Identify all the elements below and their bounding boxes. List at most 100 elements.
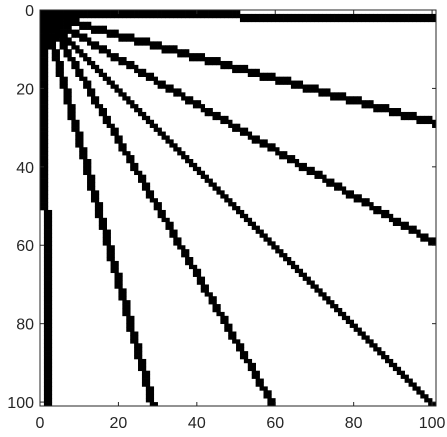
heatmap-cell: [40, 135, 45, 140]
heatmap-cell: [102, 233, 107, 238]
heatmap-cell: [173, 92, 178, 97]
heatmap-cell: [381, 17, 386, 23]
heatmap-cell: [224, 315, 229, 321]
heatmap-cell: [310, 170, 315, 176]
heatmap-cell: [110, 57, 115, 62]
heatmap-cell: [134, 355, 139, 360]
heatmap-cell: [51, 37, 57, 42]
heatmap-cell: [79, 37, 84, 42]
heatmap-cell: [232, 123, 237, 128]
heatmap-cell: [59, 25, 64, 30]
heatmap-cell: [388, 13, 394, 19]
heatmap-cell: [55, 33, 60, 38]
heatmap-cell: [239, 17, 245, 23]
heatmap-cell: [145, 378, 151, 383]
heatmap-cell: [157, 10, 162, 15]
heatmap-cell: [381, 351, 386, 356]
heatmap-cell: [157, 80, 162, 85]
heatmap-cell: [47, 378, 53, 383]
heatmap-cell: [302, 84, 307, 89]
heatmap-cell: [326, 88, 331, 93]
heatmap-cell: [287, 76, 292, 81]
heatmap-cell: [149, 119, 155, 125]
heatmap-cell: [40, 186, 45, 191]
heatmap-cell: [161, 45, 166, 50]
heatmap-cell: [43, 209, 49, 215]
heatmap-cell: [349, 190, 355, 195]
heatmap-cell: [43, 108, 49, 113]
heatmap-cell: [51, 10, 57, 15]
heatmap-cell: [47, 264, 53, 270]
heatmap-cell: [43, 151, 49, 156]
heatmap-cell: [43, 135, 49, 140]
heatmap-cell: [216, 60, 221, 66]
heatmap-cell: [361, 100, 366, 105]
heatmap-cell: [188, 57, 194, 62]
heatmap-cell: [208, 60, 213, 66]
heatmap-cell: [47, 257, 53, 262]
heatmap-cell: [102, 221, 107, 226]
heatmap-cell: [43, 147, 49, 152]
heatmap-cell: [188, 96, 194, 101]
heatmap-cell: [259, 378, 264, 383]
heatmap-cell: [259, 229, 264, 234]
heatmap-cell: [322, 88, 327, 93]
heatmap-cell: [102, 237, 107, 242]
heatmap-cell: [310, 84, 315, 89]
heatmap-cell: [228, 123, 233, 128]
heatmap-cell: [43, 260, 49, 266]
heatmap-cell: [71, 29, 76, 34]
heatmap-ray-6: [40, 10, 53, 407]
heatmap-cell: [138, 111, 143, 117]
heatmap-cell: [216, 304, 221, 309]
heatmap-cell: [145, 370, 151, 375]
heatmap-cell: [63, 80, 68, 85]
heatmap-cell: [314, 84, 319, 89]
heatmap-cell: [110, 268, 115, 274]
heatmap-cell: [204, 174, 209, 179]
heatmap-cell: [192, 162, 198, 168]
heatmap-cell: [110, 260, 115, 266]
heatmap-cell: [341, 17, 347, 23]
heatmap-cell: [251, 135, 256, 140]
heatmap-cell: [157, 45, 162, 50]
heatmap-cell: [161, 80, 166, 85]
heatmap-cell: [83, 10, 88, 15]
heatmap-cell: [400, 225, 405, 230]
heatmap-cell: [134, 41, 139, 46]
heatmap-cell: [87, 57, 92, 62]
heatmap-cell: [396, 17, 402, 23]
heatmap-cell: [228, 10, 233, 15]
heatmap-cell: [392, 17, 398, 23]
heatmap-cell: [177, 13, 182, 19]
heatmap-cell: [334, 307, 339, 313]
heatmap-cell: [43, 268, 49, 274]
heatmap-cell: [216, 115, 221, 121]
heatmap-cell: [255, 139, 260, 144]
heatmap-cell: [267, 402, 272, 407]
heatmap-cell: [90, 45, 96, 50]
heatmap-cell: [216, 57, 221, 62]
heatmap-cell: [173, 13, 178, 19]
heatmap-cell: [243, 68, 249, 74]
heatmap-cell: [43, 53, 49, 58]
heatmap-cell: [188, 53, 194, 58]
heatmap-cell: [173, 49, 178, 54]
heatmap-cell: [349, 17, 355, 23]
heatmap-cell: [83, 53, 88, 58]
heatmap-cell: [373, 209, 378, 215]
heatmap-cell: [43, 362, 49, 368]
y-tick-label: 0: [25, 3, 34, 20]
heatmap-cell: [94, 206, 100, 211]
heatmap-cell: [204, 111, 209, 117]
heatmap-cell: [373, 17, 378, 23]
heatmap-cell: [75, 131, 80, 136]
heatmap-cell: [192, 57, 198, 62]
heatmap-cell: [287, 13, 292, 19]
heatmap-cell: [392, 111, 398, 117]
heatmap-cell: [43, 382, 49, 387]
heatmap-cell: [79, 49, 84, 54]
heatmap-cell: [75, 49, 80, 54]
heatmap-cell: [385, 13, 390, 19]
heatmap-cell: [87, 25, 92, 30]
